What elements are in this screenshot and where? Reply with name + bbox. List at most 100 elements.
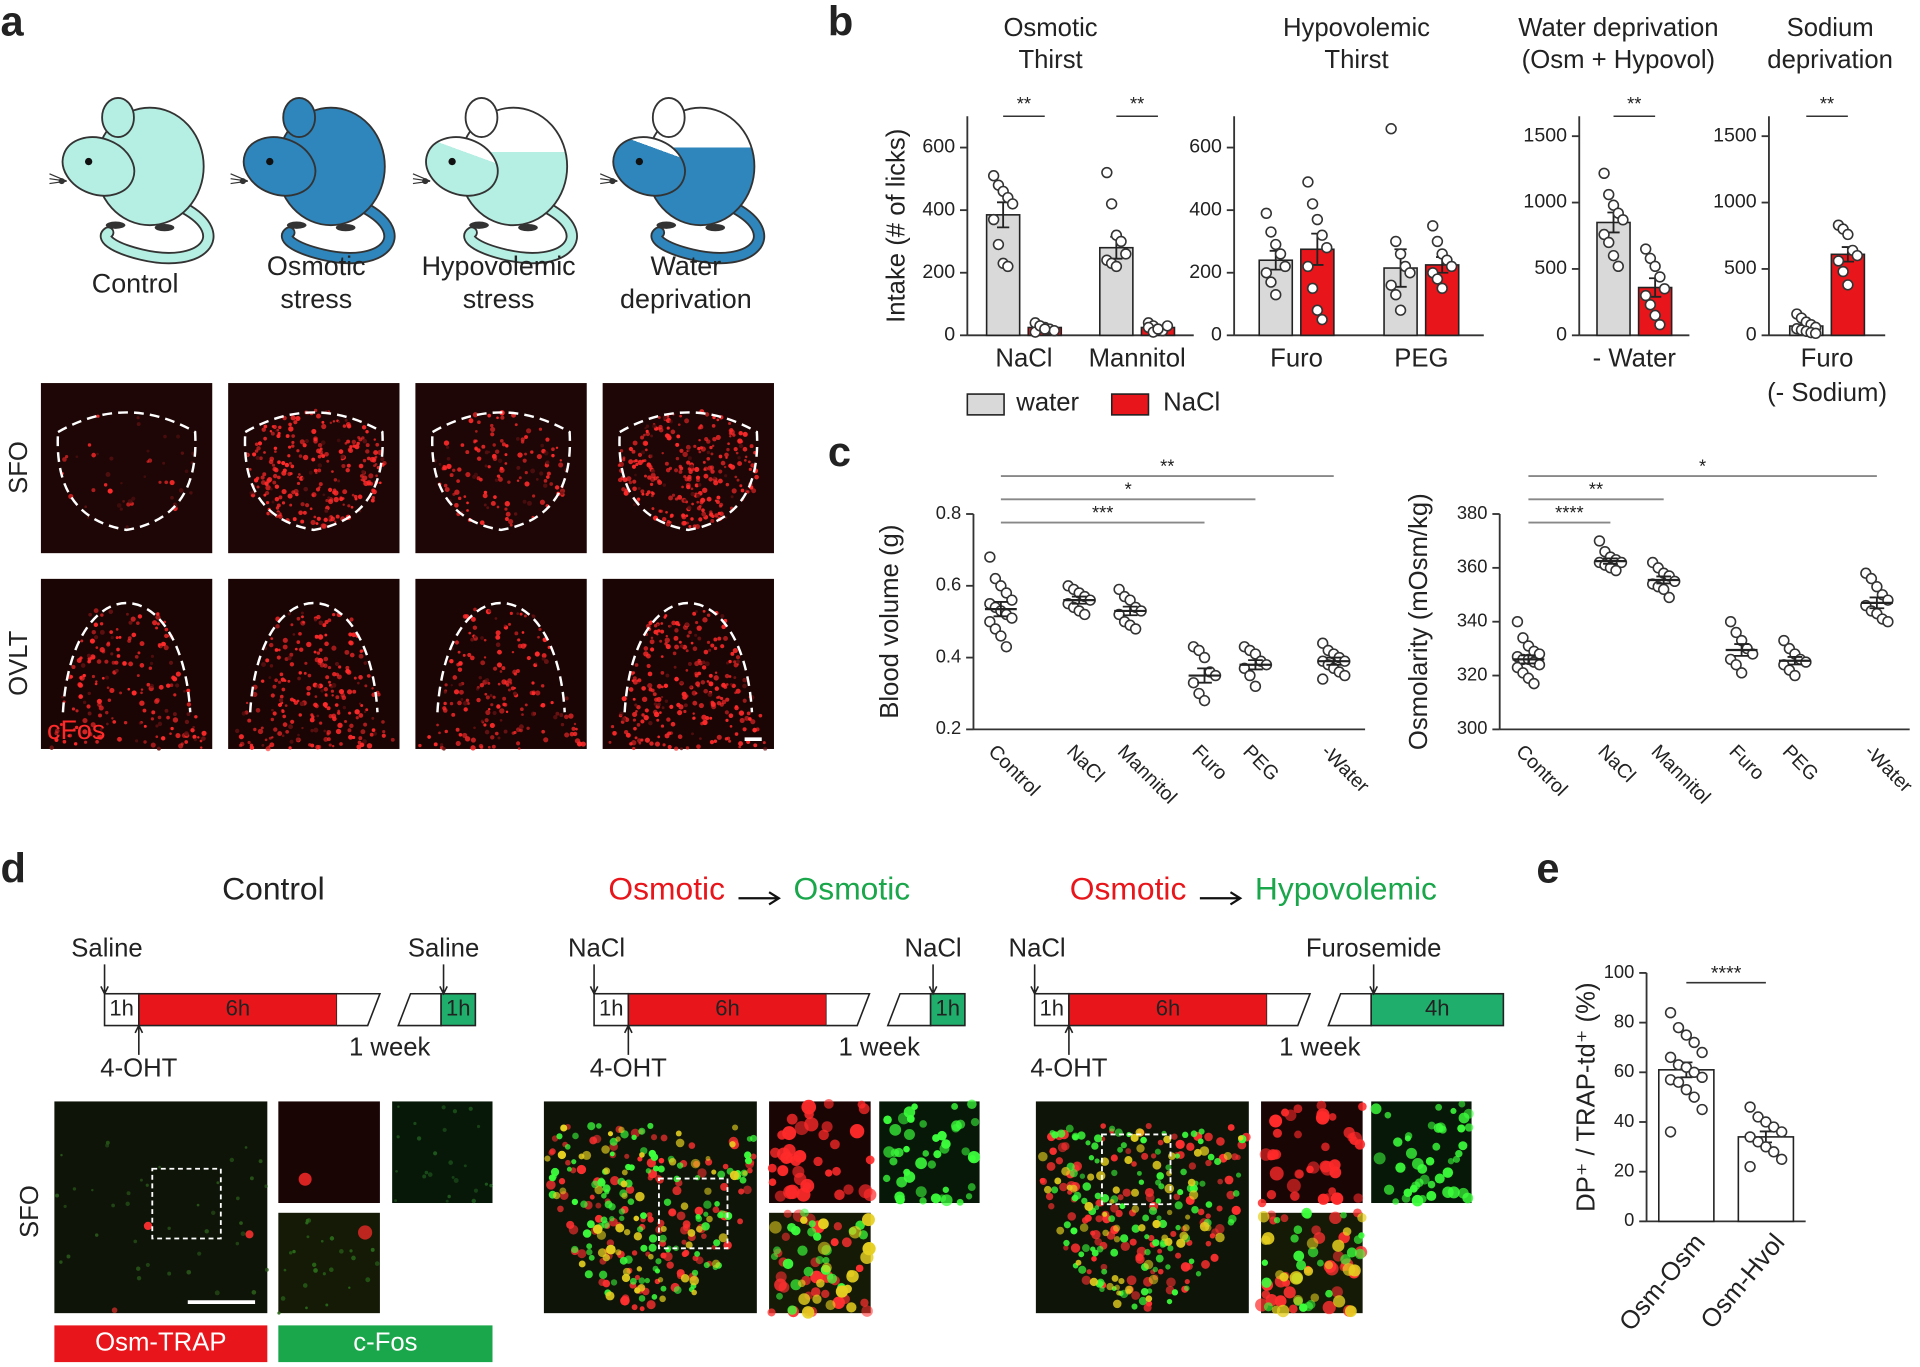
cell <box>495 635 500 640</box>
cell <box>185 720 189 724</box>
cell <box>546 460 550 464</box>
cell <box>532 614 536 618</box>
cell <box>709 717 712 720</box>
cell <box>299 671 302 674</box>
cell <box>1157 1249 1162 1254</box>
cell <box>702 660 706 664</box>
cell <box>1109 1126 1115 1132</box>
cell <box>88 443 91 446</box>
cell <box>520 707 524 711</box>
cell <box>95 1233 98 1236</box>
cell <box>547 472 551 476</box>
data-point <box>1535 660 1545 670</box>
cell <box>170 727 173 730</box>
cell <box>541 730 545 734</box>
cell <box>703 474 708 479</box>
data-point <box>1811 328 1821 338</box>
data-point <box>1116 237 1126 247</box>
cell <box>91 1189 93 1191</box>
cell <box>261 679 264 682</box>
cell <box>611 725 614 728</box>
cell <box>697 625 702 630</box>
cell <box>496 704 500 708</box>
cell <box>895 1195 905 1205</box>
data-point <box>1834 256 1844 266</box>
cell <box>1272 1305 1281 1314</box>
cell <box>179 488 184 493</box>
drug-label: 4-OHT <box>100 1054 177 1082</box>
cell <box>686 649 689 652</box>
cell <box>941 1139 951 1149</box>
mouse-foot <box>469 222 489 229</box>
cell <box>151 710 155 714</box>
cell <box>1293 1251 1304 1262</box>
cell <box>697 637 701 641</box>
cell <box>371 489 375 493</box>
cell <box>150 684 154 688</box>
cell <box>484 656 486 658</box>
cell <box>1131 1303 1137 1309</box>
cell <box>669 705 673 709</box>
cell <box>694 1251 700 1257</box>
cell <box>763 747 767 751</box>
y-tick-label: 0 <box>1556 323 1567 345</box>
cell <box>862 1213 875 1226</box>
cell <box>1374 1152 1386 1164</box>
cell <box>451 684 453 686</box>
cell <box>719 455 723 459</box>
cell <box>425 1171 429 1175</box>
cell <box>264 425 268 429</box>
cell <box>491 501 496 506</box>
cell <box>352 690 356 694</box>
cell <box>689 1142 696 1149</box>
cell <box>440 743 443 746</box>
cell <box>539 471 543 475</box>
cell <box>1448 1158 1454 1164</box>
cell <box>725 674 729 678</box>
cell <box>713 477 716 480</box>
cell <box>1344 1127 1355 1138</box>
cell <box>463 654 466 657</box>
cell <box>1311 1293 1320 1302</box>
cell <box>473 608 477 612</box>
cell <box>551 447 555 451</box>
cell <box>662 452 664 454</box>
cell <box>275 485 279 489</box>
cell <box>280 695 284 699</box>
cell <box>633 503 636 506</box>
cell <box>498 459 502 463</box>
cell <box>647 462 650 465</box>
micrograph-green <box>392 1101 493 1203</box>
cell <box>201 731 206 736</box>
cell <box>787 1223 796 1232</box>
cell <box>454 503 459 508</box>
data-point <box>1312 215 1322 225</box>
mouse-ear <box>466 98 498 137</box>
cell <box>669 420 673 424</box>
cell <box>270 664 273 667</box>
cell <box>718 469 722 473</box>
cell <box>679 465 682 468</box>
cell <box>289 462 292 465</box>
cell <box>245 1146 248 1149</box>
cell <box>71 665 75 669</box>
cell <box>677 495 682 500</box>
cell <box>280 672 284 676</box>
cell <box>609 1216 614 1221</box>
cell <box>642 460 645 463</box>
data-point <box>1513 617 1523 627</box>
cell <box>1102 1212 1107 1217</box>
cell <box>488 609 491 612</box>
cell <box>485 1183 488 1186</box>
cell <box>496 630 501 635</box>
data-point <box>1433 274 1443 284</box>
cell <box>499 708 504 713</box>
cell <box>834 1190 845 1201</box>
cell <box>289 1251 292 1254</box>
cell <box>106 472 111 477</box>
cell <box>365 1277 370 1282</box>
cell <box>358 1225 372 1239</box>
cell <box>719 1233 728 1242</box>
cell <box>268 676 271 679</box>
cell <box>1332 1240 1344 1252</box>
